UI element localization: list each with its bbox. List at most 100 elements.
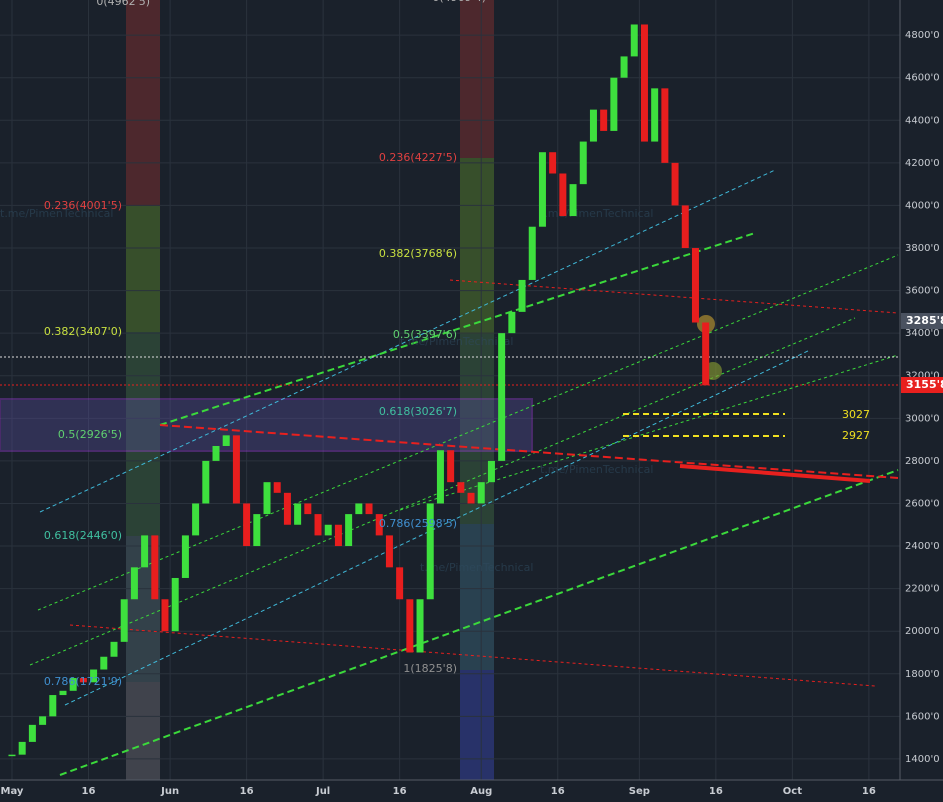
candle-body — [610, 77, 618, 131]
candle-body — [192, 503, 200, 536]
y-tick-label: 2600'0 — [905, 498, 940, 509]
y-tick-label: 4800'0 — [905, 30, 940, 41]
price-tag-bg — [901, 377, 943, 393]
candle-body — [477, 482, 485, 504]
candle-body — [324, 524, 332, 536]
y-tick-label: 3800'0 — [905, 243, 940, 254]
candle-body — [263, 482, 271, 515]
fib-label: 0.786(1721'9) — [44, 675, 122, 688]
candle-body — [181, 535, 189, 578]
candle-body — [589, 109, 597, 142]
price-tag: 3285'8 — [906, 314, 943, 327]
y-tick-label: 1800'0 — [905, 669, 940, 680]
candle-body — [59, 690, 67, 696]
fib-label: 0.786(2598'5) — [379, 517, 457, 530]
candle-body — [457, 482, 465, 493]
x-tick-label: 16 — [393, 786, 407, 797]
candle-body — [600, 109, 608, 131]
x-tick-label: 16 — [709, 786, 723, 797]
y-tick-label: 2200'0 — [905, 584, 940, 595]
price-tag: 3155'8 — [906, 378, 943, 391]
candle-body — [355, 503, 363, 515]
fib-label: 0.618(2446'0) — [44, 529, 122, 542]
trend-lines — [0, 169, 900, 776]
x-tick-label: 16 — [862, 786, 876, 797]
candle-body — [253, 514, 261, 547]
x-tick-label: 16 — [82, 786, 96, 797]
watermarks: t.me/PimenTechnical t.me/PimenTechnical … — [0, 207, 653, 574]
watermark: t.me/PimenTechnical — [540, 463, 653, 476]
x-tick-label: 16 — [551, 786, 565, 797]
candle-body — [100, 656, 108, 670]
fib-label: 1(1825'8) — [403, 662, 457, 675]
candle-body — [559, 173, 567, 217]
candle-body — [630, 24, 638, 57]
candle-body — [375, 514, 383, 536]
grid — [0, 0, 900, 780]
candle-body — [426, 503, 434, 600]
candle-body — [161, 599, 169, 632]
candle-body — [396, 567, 404, 600]
candle-body — [406, 599, 414, 653]
price-tag-bg — [901, 313, 943, 329]
x-tick-label: Oct — [783, 786, 802, 797]
x-tick-label: Sep — [629, 786, 650, 797]
candle-body — [49, 695, 57, 717]
watermark: t.me/PimenTechnical — [400, 335, 513, 348]
candle-body — [283, 492, 291, 525]
x-tick-label: Aug — [470, 786, 492, 797]
candle-body — [579, 141, 587, 185]
level-label: 2927 — [842, 429, 870, 442]
candles — [8, 24, 710, 757]
candle-body — [222, 435, 230, 446]
candle-body — [416, 599, 424, 653]
candle-body — [90, 669, 98, 683]
candle-body — [28, 724, 36, 742]
candle-body — [345, 514, 353, 547]
x-tick-label: Jul — [315, 786, 330, 797]
candle-body — [681, 205, 689, 249]
candle-body — [232, 435, 240, 504]
fib-label: 0.382(3407'0) — [44, 325, 122, 338]
candle-body — [447, 450, 455, 483]
candle-body — [294, 503, 302, 525]
candle-body — [661, 88, 669, 163]
candle-body — [691, 248, 699, 323]
candle-body — [334, 524, 342, 547]
candle-body — [304, 503, 312, 515]
candle-body — [538, 152, 546, 227]
axes: 1400'0 1600'0 1800'0 2000'0 2200'0 2400'0 2600… — [1, 30, 943, 797]
candle-body — [130, 567, 138, 600]
candle-body — [487, 460, 495, 483]
candle-body — [171, 577, 179, 632]
candle-body — [365, 503, 373, 515]
candle-body — [39, 716, 47, 725]
fib-label: 0.5(2926'5) — [58, 428, 122, 441]
y-tick-label: 3000'0 — [905, 413, 940, 424]
candle-body — [528, 226, 536, 280]
y-tick-label: 4400'0 — [905, 115, 940, 126]
candle-body — [549, 152, 557, 174]
y-tick-label: 2000'0 — [905, 626, 940, 637]
fib-label: 0.382(3768'6) — [379, 247, 457, 260]
candle-body — [518, 279, 526, 312]
candle-body — [640, 24, 648, 142]
candle-body — [8, 754, 16, 757]
candle-body — [120, 599, 128, 642]
candle-body — [467, 492, 475, 504]
candle-body — [18, 741, 26, 755]
y-tick-label: 2800'0 — [905, 456, 940, 467]
candle-body — [273, 482, 281, 493]
candle-body — [436, 450, 444, 504]
fib-label: 0.618(3026'7) — [379, 405, 457, 418]
y-tick-label: 1600'0 — [905, 711, 940, 722]
y-tick-label: 4200'0 — [905, 158, 940, 169]
fib-label: 0.236(4001'5) — [44, 199, 122, 212]
x-tick-label: May — [1, 786, 24, 797]
y-tick-label: 3200'0 — [905, 371, 940, 382]
level-label: 3027 — [842, 408, 870, 421]
y-tick-label: 4600'0 — [905, 73, 940, 84]
candle-body — [620, 56, 628, 78]
